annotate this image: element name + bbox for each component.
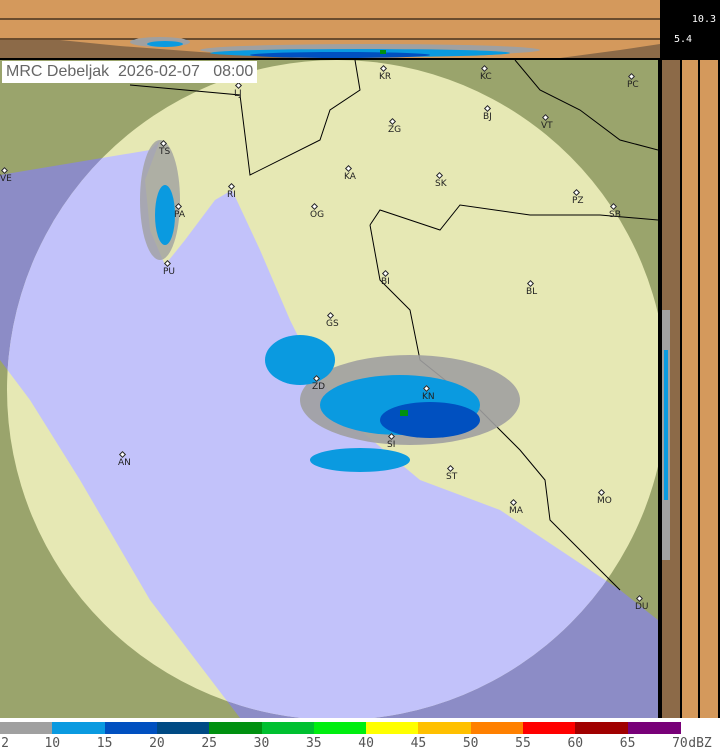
legend-label: 15 (96, 736, 113, 751)
legend-unit: dBZ (688, 736, 712, 751)
legend-swatch (470, 722, 524, 734)
legend-swatch (0, 722, 54, 734)
legend-label: 20 (149, 736, 165, 751)
legend-label: 70 (672, 736, 688, 751)
legend-swatch (627, 722, 681, 734)
vertical-cross-section-top (0, 0, 660, 60)
radar-map[interactable] (0, 59, 660, 718)
legend-swatch (209, 722, 263, 734)
height-label-mid: 5.4 (674, 34, 693, 45)
legend-swatch (261, 722, 315, 734)
legend-swatch (52, 722, 106, 734)
legend-label: 65 (619, 736, 636, 751)
legend-label: 60 (567, 736, 584, 751)
legend-label: 30 (253, 736, 270, 751)
radar-echoes (140, 140, 520, 472)
legend-label: 45 (410, 736, 427, 751)
time: 08:00 (213, 63, 254, 80)
height-scale: 10.3 5.4 (660, 0, 720, 60)
legend-swatch (366, 722, 420, 734)
legend-label: 10 (44, 736, 61, 751)
legend-swatch (104, 722, 158, 734)
legend-label: 25 (201, 736, 218, 751)
legend-swatch (523, 722, 577, 734)
cross-section-graphic (0, 18, 660, 58)
station-name: MRC Debeljak (6, 63, 110, 80)
height-label-top: 10.3 (691, 14, 716, 25)
title-label: MRC Debeljak 2026-02-07 08:00 (2, 61, 258, 83)
legend-label: 35 (305, 736, 322, 751)
legend-label: 40 (358, 736, 374, 751)
legend-label: 2 (1, 736, 9, 751)
side-section-graphic (662, 60, 718, 718)
legend-swatch (156, 722, 211, 734)
map-graphic (0, 59, 659, 718)
legend-label: 55 (515, 736, 531, 751)
legend-swatch (313, 722, 368, 734)
legend-label: 50 (462, 736, 479, 751)
vertical-cross-section-right (660, 60, 720, 718)
date: 2026-02-07 (118, 63, 200, 80)
legend-swatch (575, 722, 629, 734)
legend-swatch (418, 722, 472, 734)
dbz-legend: 2 10 15 20 25 30 35 40 45 50 55 60 65 70 dBZ (0, 722, 720, 751)
